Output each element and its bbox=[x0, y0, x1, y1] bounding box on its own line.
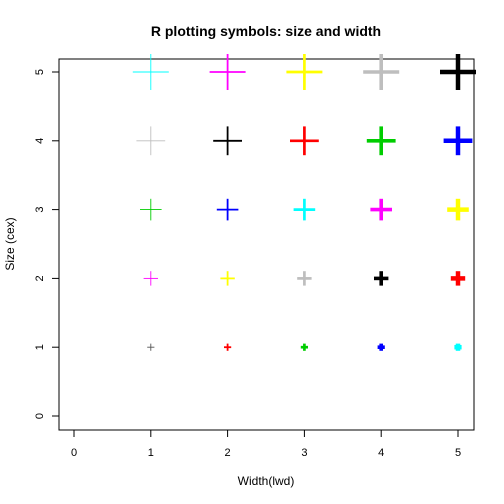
y-axis: 0 1 2 3 4 5 bbox=[34, 69, 60, 419]
x-tick-label: 2 bbox=[225, 447, 231, 459]
chart-title: R plotting symbols: size and width bbox=[151, 23, 381, 39]
data-point bbox=[374, 271, 389, 286]
x-axis: 0 1 2 3 4 5 bbox=[71, 429, 461, 459]
data-point bbox=[450, 271, 466, 286]
data-point bbox=[224, 343, 232, 351]
data-point bbox=[297, 271, 312, 286]
x-tick-label: 1 bbox=[148, 447, 154, 459]
data-point bbox=[216, 198, 239, 221]
data-point bbox=[454, 343, 462, 351]
x-tick-label: 5 bbox=[455, 447, 461, 459]
data-point bbox=[132, 54, 169, 90]
data-point bbox=[440, 54, 476, 90]
x-tick-label: 3 bbox=[301, 447, 307, 459]
data-point bbox=[366, 126, 396, 156]
x-axis-label: Width(lwd) bbox=[238, 474, 295, 488]
y-tick-label: 3 bbox=[34, 207, 46, 213]
data-point bbox=[143, 271, 158, 286]
data-point bbox=[220, 271, 235, 286]
y-axis-label: Size (cex) bbox=[3, 217, 17, 270]
data-point bbox=[213, 126, 242, 156]
data-point bbox=[443, 126, 473, 156]
plot-box bbox=[58, 58, 475, 431]
points-layer bbox=[132, 54, 476, 351]
y-tick-label: 4 bbox=[34, 138, 46, 144]
data-point bbox=[147, 343, 155, 351]
y-tick-label: 2 bbox=[34, 275, 46, 281]
data-point bbox=[140, 198, 162, 221]
y-tick-label: 5 bbox=[34, 69, 46, 75]
x-tick-label: 0 bbox=[71, 447, 77, 459]
data-point bbox=[136, 126, 166, 156]
data-point bbox=[293, 198, 316, 221]
data-point bbox=[290, 126, 319, 156]
y-tick-label: 0 bbox=[34, 413, 46, 419]
x-tick-label: 4 bbox=[378, 447, 384, 459]
y-tick-label: 1 bbox=[34, 344, 46, 350]
data-point bbox=[377, 343, 385, 351]
data-point bbox=[209, 54, 246, 90]
data-point bbox=[370, 198, 392, 221]
data-point bbox=[300, 343, 308, 351]
data-point bbox=[363, 54, 400, 90]
data-point bbox=[447, 198, 469, 221]
data-point bbox=[286, 54, 323, 90]
